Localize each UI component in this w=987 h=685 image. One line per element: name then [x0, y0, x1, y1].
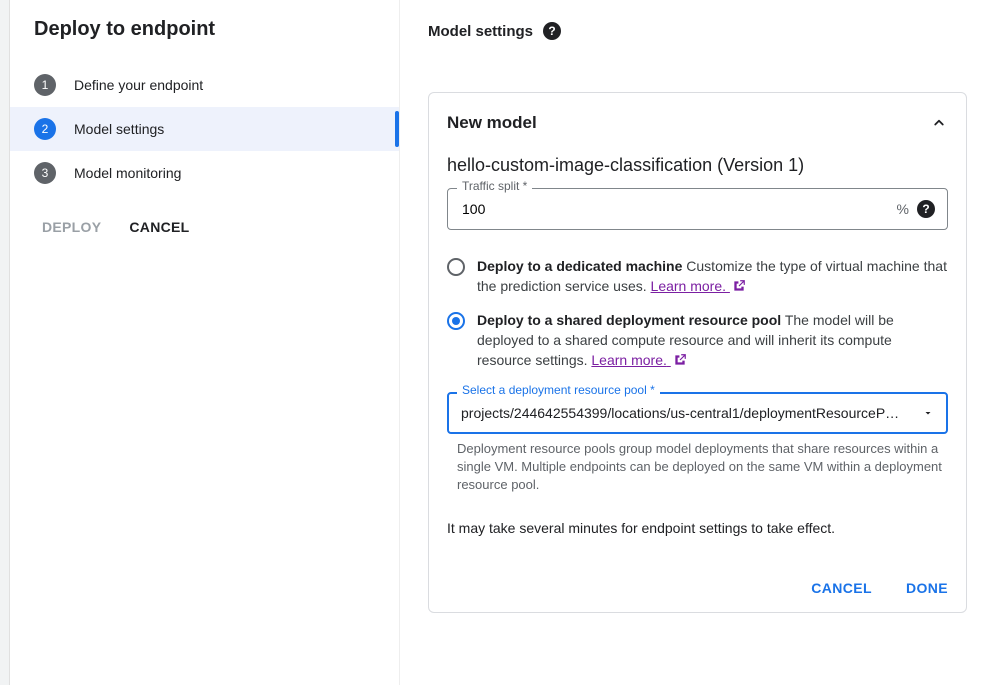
cancel-button[interactable]: CANCEL: [129, 219, 189, 235]
card-actions: CANCEL DONE: [447, 580, 948, 596]
traffic-split-input[interactable]: [460, 200, 891, 218]
step-model-settings[interactable]: 2 Model settings: [10, 107, 399, 151]
page-title: Deploy to endpoint: [34, 18, 399, 41]
stepper-sidebar: Deploy to endpoint 1 Define your endpoin…: [10, 0, 400, 685]
radio-icon: [447, 258, 465, 276]
card-header[interactable]: New model: [447, 113, 948, 133]
external-link-icon: [673, 353, 687, 367]
learn-more-link[interactable]: Learn more.: [651, 278, 746, 294]
card-cancel-button[interactable]: CANCEL: [811, 580, 872, 596]
steps-list: 1 Define your endpoint 2 Model settings …: [10, 63, 399, 195]
radio-title: Deploy to a shared deployment resource p…: [477, 312, 781, 328]
radio-title: Deploy to a dedicated machine: [477, 258, 682, 274]
traffic-split-outlined[interactable]: Traffic split * % ?: [447, 188, 948, 230]
chevron-up-icon[interactable]: [930, 114, 948, 132]
deploy-button: DEPLOY: [42, 219, 101, 235]
step-define-endpoint[interactable]: 1 Define your endpoint: [10, 63, 399, 107]
help-icon[interactable]: ?: [917, 200, 935, 218]
section-title: Model settings: [428, 23, 533, 40]
card-done-button[interactable]: DONE: [906, 580, 948, 596]
help-icon[interactable]: ?: [543, 22, 561, 40]
radio-text: Deploy to a shared deployment resource p…: [477, 310, 948, 370]
traffic-split-label: Traffic split *: [457, 179, 532, 193]
traffic-split-suffix: %: [897, 201, 909, 217]
content-area: Model settings ? New model hello-custom-…: [400, 0, 987, 685]
radio-text: Deploy to a dedicated machine Customize …: [477, 256, 948, 296]
step-label: Define your endpoint: [74, 77, 203, 93]
dropdown-arrow-icon: [922, 407, 934, 419]
radio-dedicated-machine[interactable]: Deploy to a dedicated machine Customize …: [447, 256, 948, 296]
step-label: Model settings: [74, 121, 164, 137]
step-number: 2: [34, 118, 56, 140]
card-title: New model: [447, 113, 537, 133]
step-number: 1: [34, 74, 56, 96]
step-model-monitoring[interactable]: 3 Model monitoring: [10, 151, 399, 195]
pool-select-helper: Deployment resource pools group model de…: [457, 440, 948, 494]
step-label: Model monitoring: [74, 165, 181, 181]
pool-select-value: projects/244642554399/locations/us-centr…: [461, 405, 922, 421]
radio-shared-pool[interactable]: Deploy to a shared deployment resource p…: [447, 310, 948, 370]
learn-more-link[interactable]: Learn more.: [591, 352, 686, 368]
pool-select-label: Select a deployment resource pool *: [457, 383, 660, 397]
radio-icon: [447, 312, 465, 330]
section-header: Model settings ?: [428, 22, 967, 40]
deploy-target-radio-group: Deploy to a dedicated machine Customize …: [447, 256, 948, 370]
pool-select[interactable]: Select a deployment resource pool * proj…: [447, 392, 948, 434]
stepper-actions: DEPLOY CANCEL: [42, 219, 399, 235]
pool-select-field: Select a deployment resource pool * proj…: [447, 392, 948, 494]
background-sliver: [0, 0, 10, 685]
traffic-split-field: Traffic split * % ?: [447, 188, 948, 230]
step-number: 3: [34, 162, 56, 184]
deploy-panel: Deploy to endpoint 1 Define your endpoin…: [10, 0, 987, 685]
model-name: hello-custom-image-classification (Versi…: [447, 155, 948, 176]
new-model-card: New model hello-custom-image-classificat…: [428, 92, 967, 613]
external-link-icon: [732, 279, 746, 293]
settings-note: It may take several minutes for endpoint…: [447, 520, 948, 536]
